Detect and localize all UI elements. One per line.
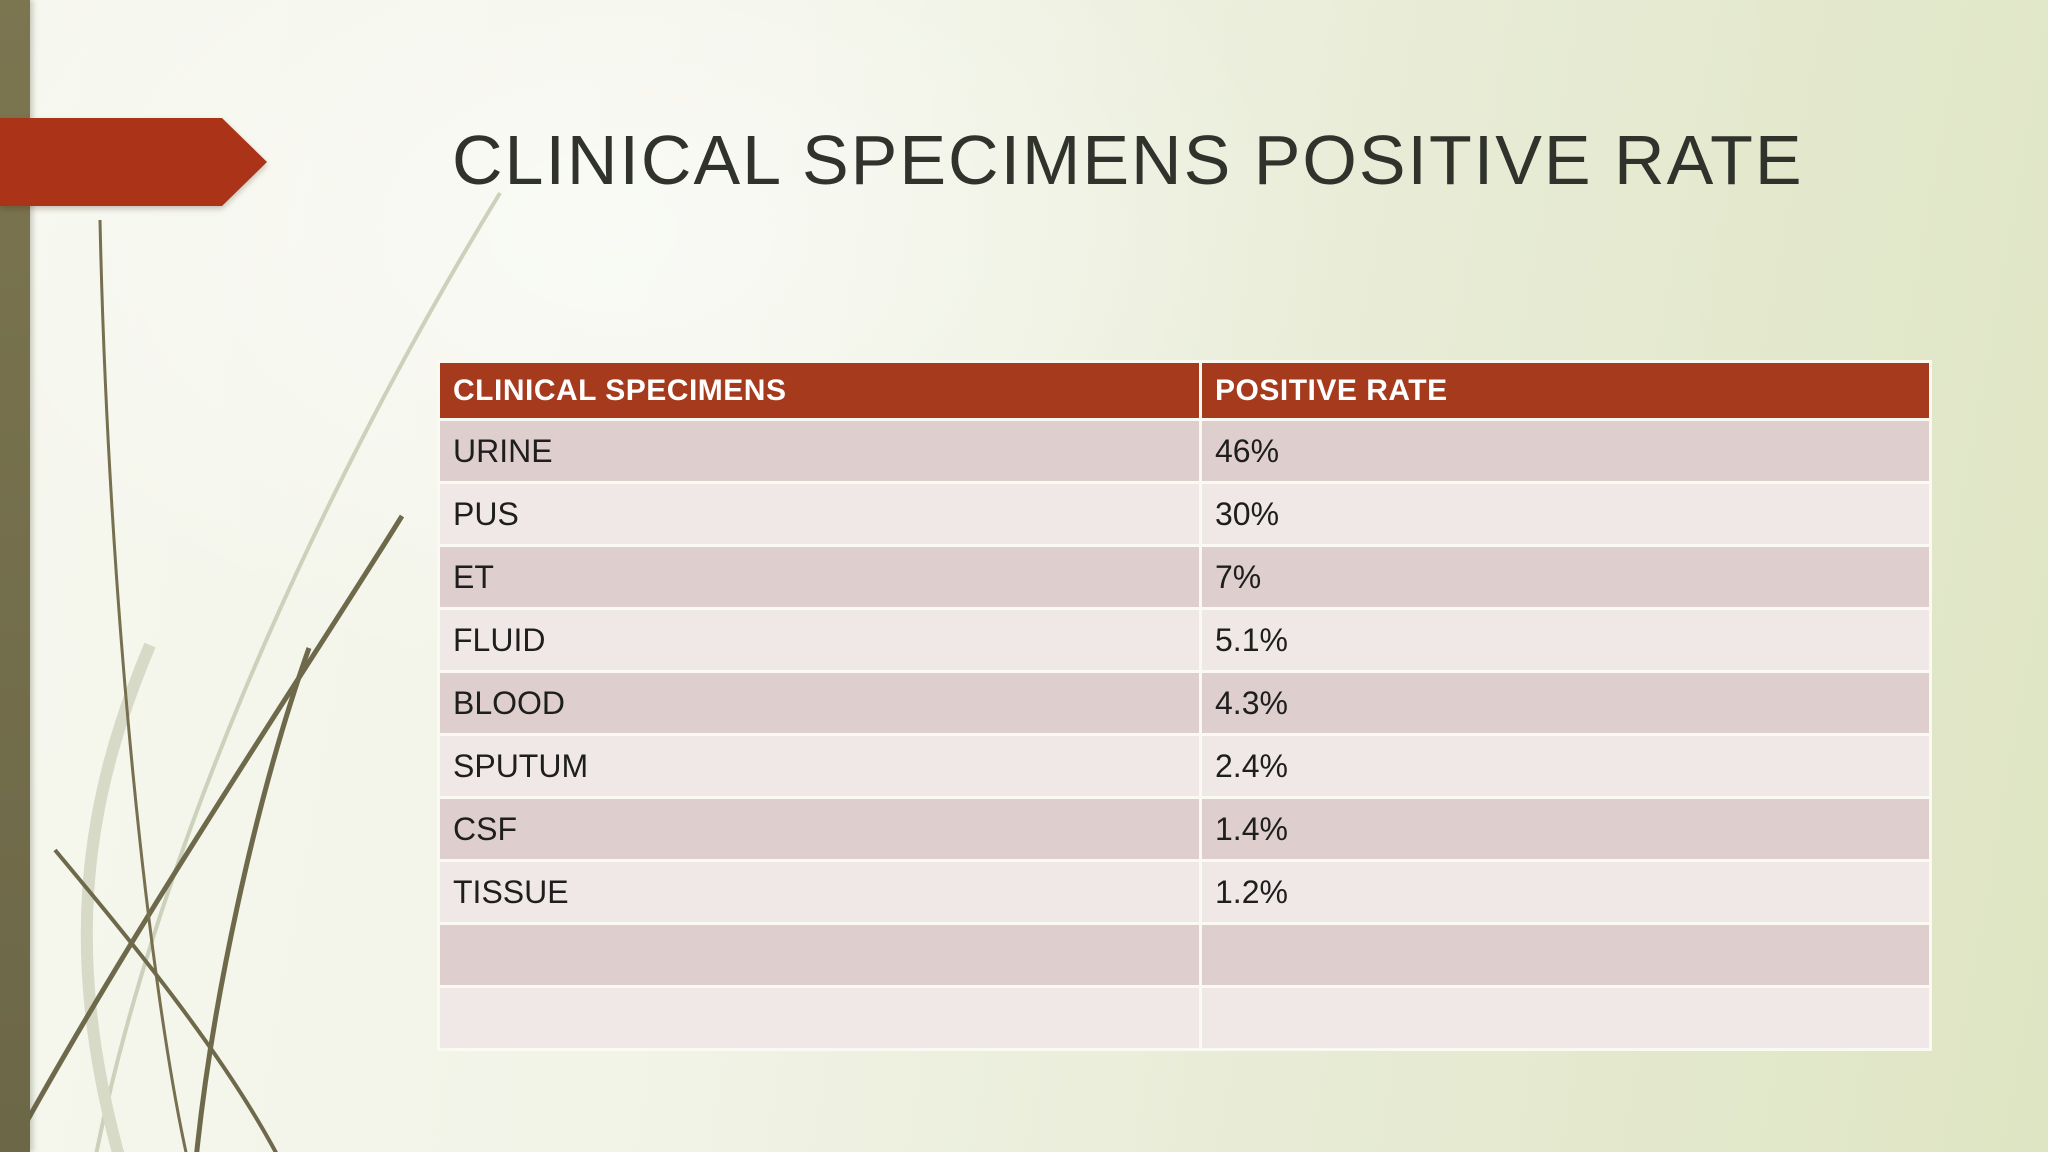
rate-cell: 1.4% xyxy=(1199,796,1932,862)
rate-cell: 7% xyxy=(1199,544,1932,610)
slide-title: CLINICAL SPECIMENS POSITIVE RATE xyxy=(452,121,1804,199)
table-body: URINE 46% PUS 30% ET 7% FLUID 5.1% BLOOD 4.3% SPUT… xyxy=(437,418,1932,1051)
table-row: BLOOD 4.3% xyxy=(437,670,1932,736)
table-row: ET 7% xyxy=(437,544,1932,610)
specimen-cell xyxy=(437,922,1202,988)
table-row xyxy=(437,985,1932,1051)
table-header: CLINICAL SPECIMENS POSITIVE RATE xyxy=(437,360,1932,421)
specimen-cell: CSF xyxy=(437,796,1202,862)
rate-cell: 2.4% xyxy=(1199,733,1932,799)
specimens-table: CLINICAL SPECIMENS POSITIVE RATE URINE 46… xyxy=(437,360,1932,1051)
table-row xyxy=(437,922,1932,988)
table-row: CSF 1.4% xyxy=(437,796,1932,862)
table-row: URINE 46% xyxy=(437,418,1932,484)
table-row: PUS 30% xyxy=(437,481,1932,547)
specimen-cell: TISSUE xyxy=(437,859,1202,925)
grass-blade-dark-1 xyxy=(6,514,405,1152)
table-row: TISSUE 1.2% xyxy=(437,859,1932,925)
rate-cell: 4.3% xyxy=(1199,670,1932,736)
table-row: FLUID 5.1% xyxy=(437,607,1932,673)
specimen-cell: ET xyxy=(437,544,1202,610)
red-arrow-accent xyxy=(0,118,267,206)
rate-cell xyxy=(1199,922,1932,988)
rate-cell: 30% xyxy=(1199,481,1932,547)
specimen-cell: SPUTUM xyxy=(437,733,1202,799)
grass-blade-dark-3 xyxy=(98,219,188,1152)
rate-cell: 46% xyxy=(1199,418,1932,484)
rate-cell: 5.1% xyxy=(1199,607,1932,673)
grass-blade-shadow-wide xyxy=(80,642,156,1152)
specimen-cell: URINE xyxy=(437,418,1202,484)
grass-blade-dark-4 xyxy=(53,848,278,1152)
header-row: CLINICAL SPECIMENS POSITIVE RATE xyxy=(437,360,1932,421)
specimen-cell: BLOOD xyxy=(437,670,1202,736)
rate-cell xyxy=(1199,985,1932,1051)
col-header-positive-rate: POSITIVE RATE xyxy=(1199,360,1932,421)
specimen-cell: FLUID xyxy=(437,607,1202,673)
specimen-cell xyxy=(437,985,1202,1051)
specimen-cell: PUS xyxy=(437,481,1202,547)
table-row: SPUTUM 2.4% xyxy=(437,733,1932,799)
rate-cell: 1.2% xyxy=(1199,859,1932,925)
grass-blade-dark-2 xyxy=(194,647,312,1152)
col-header-clinical-specimens: CLINICAL SPECIMENS xyxy=(437,360,1202,421)
